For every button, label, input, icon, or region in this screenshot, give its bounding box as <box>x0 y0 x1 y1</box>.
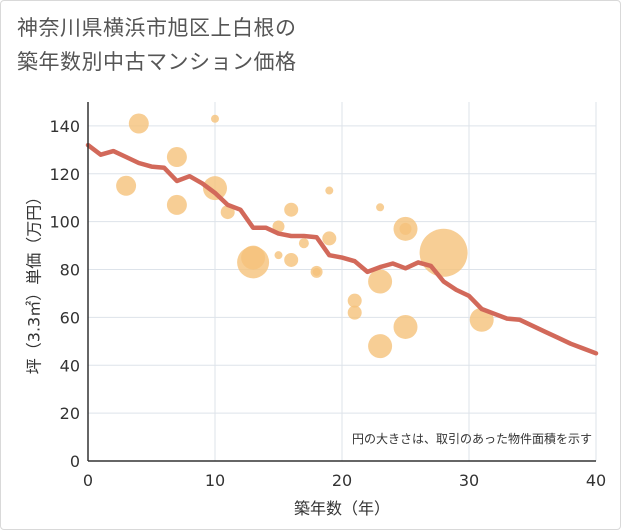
y-tick-label: 100 <box>49 213 80 232</box>
bubble-point <box>116 175 137 196</box>
bubble-point <box>272 220 285 233</box>
bubble-point <box>211 114 219 123</box>
bubble-point <box>393 314 418 339</box>
y-tick-label: 0 <box>70 452 80 471</box>
bubble-point <box>284 202 299 217</box>
bubble-point <box>203 176 227 201</box>
y-axis-label: 坪（3.3㎡）単価（万円） <box>25 189 44 374</box>
y-tick-label: 80 <box>60 261 80 280</box>
bubble-point <box>298 238 309 249</box>
axes <box>87 102 596 462</box>
bubble-point <box>419 228 468 277</box>
bubble-point <box>284 252 299 267</box>
bubble-point <box>469 307 494 332</box>
x-tick-label: 40 <box>586 471 606 490</box>
bubble-point <box>368 334 393 359</box>
x-tick-label: 20 <box>332 471 352 490</box>
bubble-series <box>116 113 494 359</box>
bubble-point <box>166 194 187 215</box>
bubble-point <box>237 246 270 279</box>
y-tick-label: 60 <box>60 308 80 327</box>
bubble-point <box>322 231 337 246</box>
bubble-point <box>399 222 412 235</box>
bubble-point <box>347 305 362 320</box>
title-line-2: 築年数別中古マンション価格 <box>17 50 297 74</box>
x-axis-label: 築年数（年） <box>294 499 390 518</box>
y-tick-label: 120 <box>49 165 80 184</box>
bubble-point <box>128 113 149 134</box>
x-tick-label: 10 <box>205 471 225 490</box>
y-tick-label: 40 <box>60 356 80 375</box>
bubble-point <box>312 267 321 276</box>
tick-labels: 0 10 20 30 40 0 20 40 60 80 100 120 140 <box>49 117 606 490</box>
bubble-point <box>368 269 393 294</box>
bubble-point <box>274 251 283 260</box>
y-tick-label: 20 <box>60 404 80 423</box>
title-line-1: 神奈川県横浜市旭区上白根の <box>17 16 297 40</box>
x-tick-label: 30 <box>459 471 479 490</box>
trend-line <box>85 142 599 356</box>
bubble-point <box>347 293 362 308</box>
bubble-point <box>376 203 385 212</box>
y-tick-label: 140 <box>49 117 80 136</box>
bubble-size-note: 円の大きさは、取引のあった物件面積を示す <box>352 431 592 446</box>
bubble-point <box>166 147 187 168</box>
bubble-point <box>325 186 334 195</box>
x-tick-label: 0 <box>83 471 93 490</box>
page-title: 神奈川県横浜市旭区上白根の 築年数別中古マンション価格 <box>17 11 297 79</box>
